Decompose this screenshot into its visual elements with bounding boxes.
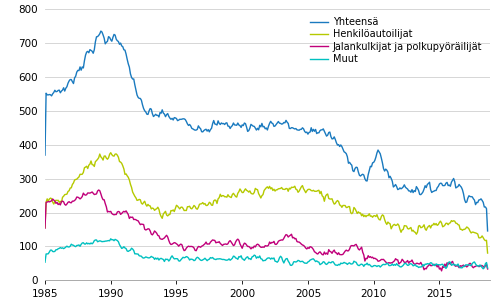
Henkilöautoilijat <box>67 186 73 190</box>
Muut <box>302 261 308 265</box>
Muut <box>480 267 486 271</box>
Legend: Yhteensä, Henkilöautoilijat, Jalankulkijat ja polkupyöräilijät, Muut: Yhteensä, Henkilöautoilijat, Jalankulkij… <box>308 14 485 67</box>
Jalankulkijat ja polkupyöräilijät <box>438 269 444 273</box>
Muut <box>443 266 449 270</box>
Yhteensä <box>98 29 104 33</box>
Jalankulkijat ja polkupyöräilijät <box>147 229 153 233</box>
Muut <box>108 237 114 241</box>
Jalankulkijat ja polkupyöräilijät <box>96 188 102 192</box>
Line: Yhteensä: Yhteensä <box>45 31 488 231</box>
Henkilöautoilijat <box>443 221 449 225</box>
Yhteensä <box>42 153 48 157</box>
Jalankulkijat ja polkupyöräilijät <box>302 245 308 248</box>
Henkilöautoilijat <box>99 156 105 160</box>
Jalankulkijat ja polkupyöräilijät <box>67 201 73 205</box>
Line: Jalankulkijat ja polkupyöräilijät: Jalankulkijat ja polkupyöräilijät <box>45 190 488 271</box>
Jalankulkijat ja polkupyöräilijät <box>450 260 456 263</box>
Henkilöautoilijat <box>484 251 490 255</box>
Jalankulkijat ja polkupyöräilijät <box>42 226 48 230</box>
Line: Muut: Muut <box>45 239 488 269</box>
Muut <box>67 245 73 248</box>
Yhteensä <box>302 130 308 133</box>
Line: Henkilöautoilijat: Henkilöautoilijat <box>45 153 488 253</box>
Henkilöautoilijat <box>42 226 48 229</box>
Muut <box>42 260 48 264</box>
Jalankulkijat ja polkupyöräilijät <box>444 261 450 265</box>
Yhteensä <box>443 181 449 185</box>
Henkilöautoilijat <box>448 219 454 222</box>
Yhteensä <box>100 33 106 37</box>
Jalankulkijat ja polkupyöräilijät <box>100 198 106 201</box>
Muut <box>147 256 153 259</box>
Henkilöautoilijat <box>302 189 308 192</box>
Henkilöautoilijat <box>108 151 114 155</box>
Muut <box>484 266 490 270</box>
Yhteensä <box>67 78 73 81</box>
Henkilöautoilijat <box>147 204 153 208</box>
Yhteensä <box>484 229 490 233</box>
Jalankulkijat ja polkupyöräilijät <box>484 267 490 271</box>
Yhteensä <box>147 107 153 110</box>
Muut <box>99 240 105 244</box>
Muut <box>448 263 454 267</box>
Yhteensä <box>448 180 454 184</box>
